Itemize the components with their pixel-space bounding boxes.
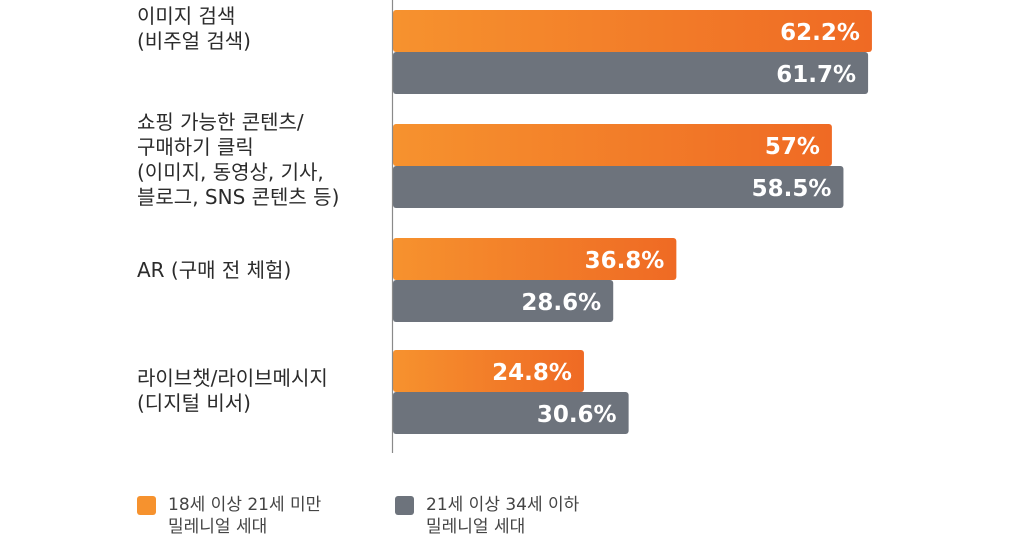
category-label-line: AR (구매 전 체험) (137, 258, 292, 282)
data-label-series-1-cat-4: 24.8% (492, 360, 572, 386)
legend-label-line: 21세 이상 34세 이하 (426, 495, 580, 515)
data-label-series-2-cat-4: 30.6% (537, 402, 617, 428)
legend-swatch-gray (395, 496, 414, 515)
bar-series-2-cat-2 (393, 166, 844, 208)
bar-series-1-cat-4 (393, 350, 584, 392)
bar-series-1-cat-2 (393, 124, 832, 166)
category-label-line: (비주얼 검색) (137, 29, 251, 53)
legend-label-line: 밀레니얼 세대 (426, 517, 526, 537)
legend-label-line: 18세 이상 21세 미만 (168, 495, 322, 515)
data-label-series-2-cat-2: 58.5% (752, 176, 832, 202)
data-label-series-1-cat-1: 62.2% (780, 20, 860, 46)
legend-swatch-orange (137, 496, 156, 515)
category-label-line: (디지털 비서) (137, 391, 251, 415)
category-label-1: 이미지 검색 (비주얼 검색) (137, 4, 387, 54)
category-label-3: AR (구매 전 체험) (137, 258, 387, 283)
category-label-line: 이미지 검색 (137, 4, 236, 28)
data-label-series-1-cat-3: 36.8% (585, 248, 665, 274)
bar-series-2-cat-4 (393, 392, 629, 434)
bar-series-2-cat-1 (393, 52, 869, 94)
category-label-line: 구매하기 클릭 (137, 135, 254, 159)
legend-label-line: 밀레니얼 세대 (168, 517, 268, 537)
category-label-line: 블로그, SNS 콘텐츠 등) (137, 185, 340, 209)
legend-item-series-1: 18세 이상 21세 미만 밀레니얼 세대 (137, 494, 321, 538)
category-label-line: 라이브챗/라이브메시지 (137, 366, 328, 390)
bar-series-1-cat-3 (393, 238, 677, 280)
data-label-series-2-cat-1: 61.7% (776, 62, 856, 88)
legend-item-series-2: 21세 이상 34세 이하 밀레니얼 세대 (395, 494, 579, 538)
bars-layer: 62.2% 61.7% 57% 58.5% 36.8% 28.6% 24.8% 30.6% (393, 10, 872, 434)
data-label-series-1-cat-2: 57% (765, 134, 820, 160)
legend-label: 21세 이상 34세 이하 밀레니얼 세대 (426, 494, 579, 538)
legend-label: 18세 이상 21세 미만 밀레니얼 세대 (168, 494, 321, 538)
category-label-line: 쇼핑 가능한 콘텐츠/ (137, 110, 304, 134)
category-label-2: 쇼핑 가능한 콘텐츠/구매하기 클릭 (이미지, 동영상, 기사, 블로그, SNS… (137, 110, 387, 210)
category-label-line: (이미지, 동영상, 기사, (137, 160, 324, 184)
bar-series-1-cat-1 (393, 10, 872, 52)
category-label-4: 라이브챗/라이브메시지 (디지털 비서) (137, 366, 387, 416)
bar-series-2-cat-3 (393, 280, 614, 322)
data-label-series-2-cat-3: 28.6% (521, 290, 601, 316)
